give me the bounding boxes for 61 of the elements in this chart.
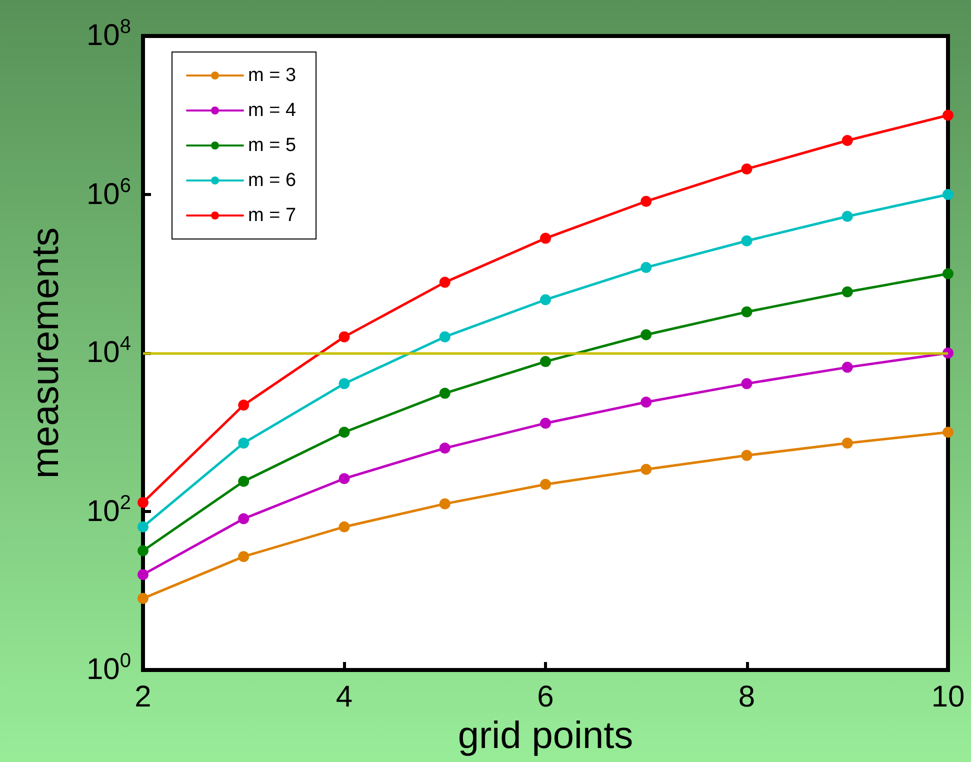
point: [540, 294, 551, 306]
point: [238, 400, 250, 411]
y-axis-title: measurements: [25, 227, 67, 479]
y-tick-label: 10$^{4}$: [86, 333, 131, 371]
point: [439, 331, 450, 342]
point: [138, 569, 148, 580]
point: [338, 426, 350, 438]
point: [138, 545, 148, 556]
x-tick-label: 6: [537, 680, 554, 714]
point: [138, 592, 148, 604]
point: [238, 476, 250, 487]
point: [238, 551, 250, 562]
point: [439, 498, 450, 510]
legend-label: m = 6: [248, 170, 296, 191]
point: [238, 438, 250, 449]
point: [741, 163, 752, 174]
point: [640, 196, 652, 207]
point: [138, 496, 148, 508]
point: [540, 232, 551, 244]
x-tick-label: 10: [931, 680, 965, 714]
y-tick-label: 10$^{2}$: [86, 492, 131, 530]
y-tick-label: 10$^{0}$: [86, 650, 131, 688]
point: [439, 276, 450, 288]
point: [238, 513, 250, 524]
legend-label: m = 5: [248, 135, 296, 156]
point: [842, 286, 853, 298]
point: [540, 418, 551, 429]
point: [640, 396, 652, 408]
point: [741, 306, 752, 318]
point: [942, 426, 954, 438]
y-tick-label: 10$^{6}$: [86, 174, 131, 212]
x-tick-label: 4: [336, 680, 353, 714]
point: [842, 438, 853, 449]
point: [338, 521, 350, 532]
point: [640, 262, 652, 273]
legend-label: m = 3: [248, 65, 296, 86]
point: [540, 478, 551, 490]
point: [842, 362, 853, 373]
point: [138, 521, 148, 532]
point: [338, 331, 350, 342]
point: [741, 450, 752, 461]
point: [338, 473, 350, 484]
point: [942, 268, 954, 280]
point: [842, 135, 853, 146]
point: [741, 235, 752, 246]
point: [540, 356, 551, 368]
point: [640, 329, 652, 340]
point: [439, 442, 450, 454]
legend-label: m = 7: [248, 205, 296, 226]
point: [942, 189, 954, 200]
point: [640, 464, 652, 475]
x-tick-label: 8: [738, 680, 756, 714]
x-axis-title: grid points: [458, 714, 634, 757]
point: [741, 378, 752, 390]
point: [842, 210, 853, 222]
point: [942, 110, 954, 121]
y-tick-label: 10$^{8}$: [86, 16, 131, 54]
x-tick-label: 2: [134, 680, 152, 714]
legend-label: m = 4: [248, 100, 296, 121]
point: [439, 388, 450, 399]
point: [338, 378, 350, 390]
